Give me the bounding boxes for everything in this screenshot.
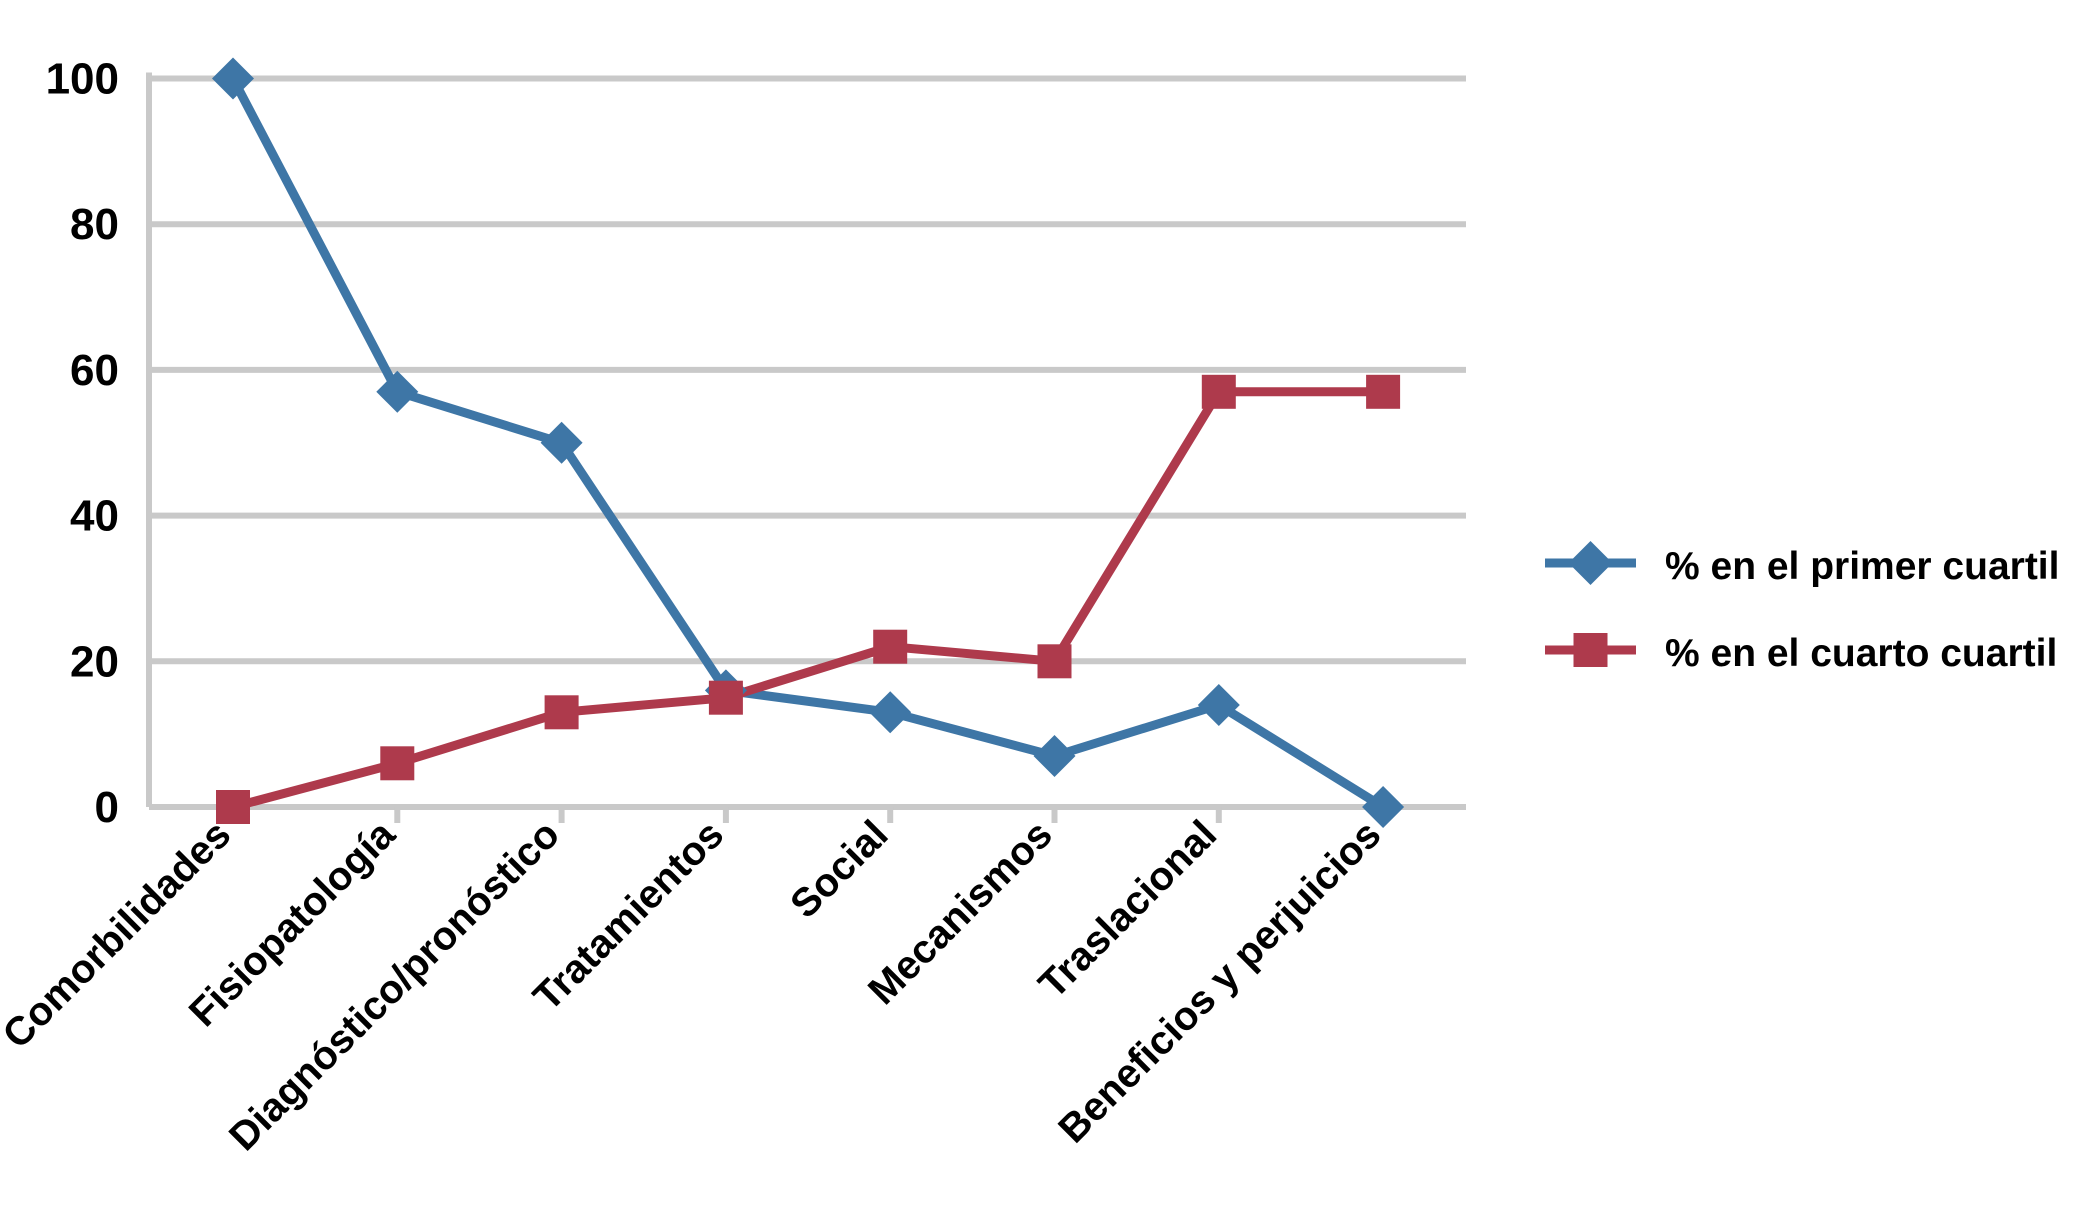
svg-text:100: 100 bbox=[46, 55, 119, 104]
svg-text:80: 80 bbox=[70, 200, 119, 249]
svg-text:40: 40 bbox=[70, 492, 119, 541]
svg-text:Diagnóstico/pronóstico: Diagnóstico/pronóstico bbox=[221, 812, 568, 1159]
svg-text:% en el cuarto cuartil: % en el cuarto cuartil bbox=[1665, 632, 2057, 675]
svg-text:% en el primer cuartil: % en el primer cuartil bbox=[1665, 545, 2059, 588]
svg-text:60: 60 bbox=[70, 346, 119, 395]
svg-text:0: 0 bbox=[95, 783, 119, 832]
svg-text:Social: Social bbox=[782, 812, 896, 926]
svg-text:Beneficios y perjuicios: Beneficios y perjuicios bbox=[1050, 812, 1389, 1151]
svg-text:20: 20 bbox=[70, 637, 119, 686]
